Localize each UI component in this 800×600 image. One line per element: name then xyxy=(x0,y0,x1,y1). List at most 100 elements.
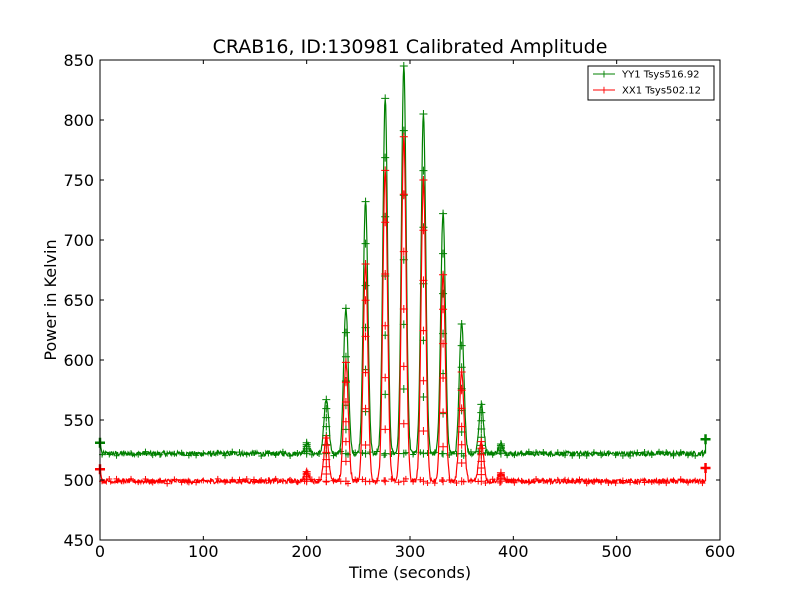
series-marker xyxy=(619,477,626,484)
series-marker xyxy=(308,451,315,458)
peak-marker xyxy=(341,437,350,446)
series-marker xyxy=(164,480,171,487)
peak-marker xyxy=(341,449,350,458)
x-tick-label: 200 xyxy=(291,542,322,561)
series-marker xyxy=(142,448,149,455)
peak-marker xyxy=(322,413,331,422)
peak-marker xyxy=(399,385,408,393)
series-marker xyxy=(605,479,612,486)
peak-marker xyxy=(477,437,486,446)
peak-marker xyxy=(439,477,448,486)
peak-marker xyxy=(361,260,370,268)
peak-marker xyxy=(322,422,331,431)
peak-marker xyxy=(457,440,466,449)
peak-marker xyxy=(381,270,390,278)
series-marker xyxy=(424,480,431,487)
series-marker xyxy=(439,477,446,484)
series-marker xyxy=(294,479,301,486)
series-marker xyxy=(533,449,540,456)
peak-marker xyxy=(322,434,331,442)
peak-marker xyxy=(457,368,466,376)
peak-marker xyxy=(322,448,331,457)
peak-marker xyxy=(361,281,370,290)
series-marker xyxy=(518,450,525,457)
peak-marker xyxy=(399,362,408,371)
series-marker xyxy=(583,452,590,459)
x-tick-label: 100 xyxy=(188,542,219,561)
series-marker xyxy=(431,480,438,487)
series-marker xyxy=(562,452,568,459)
series-marker xyxy=(424,450,431,457)
peak-marker xyxy=(381,390,390,399)
peak-marker xyxy=(341,358,350,367)
x-tick-label: 0 xyxy=(95,542,105,561)
series-marker xyxy=(656,448,663,455)
series-marker xyxy=(453,480,460,487)
series-marker xyxy=(265,477,272,484)
legend: + YY1 Tsys516.92 + XX1 Tsys502.12 xyxy=(587,65,715,101)
series-marker xyxy=(135,479,142,486)
series-marker xyxy=(193,479,200,486)
peak-marker xyxy=(361,332,370,341)
peak-marker xyxy=(361,368,370,377)
legend-marker-yy1: + xyxy=(599,68,608,81)
peak-marker xyxy=(457,341,466,350)
series-marker xyxy=(634,478,641,485)
series-marker xyxy=(222,478,229,485)
series-marker xyxy=(569,477,576,484)
peak-marker xyxy=(419,176,428,184)
series-marker xyxy=(352,449,359,456)
series-marker xyxy=(200,450,207,457)
peak-marker xyxy=(302,467,311,476)
series-marker xyxy=(511,479,518,486)
series-marker xyxy=(149,479,156,486)
peak-marker xyxy=(419,110,428,118)
series-marker xyxy=(598,479,605,486)
series-marker xyxy=(576,452,583,459)
peak-marker xyxy=(361,239,370,248)
series-marker xyxy=(207,478,214,485)
series-marker xyxy=(106,476,113,483)
series-marker xyxy=(605,450,612,457)
series-marker xyxy=(373,477,380,484)
series-marker xyxy=(106,451,113,458)
peak-marker xyxy=(439,329,448,338)
peak-marker xyxy=(361,323,370,332)
series-marker xyxy=(272,451,279,458)
peak-marker xyxy=(341,304,350,313)
series-marker xyxy=(330,452,337,459)
legend-box xyxy=(587,65,715,101)
peak-marker xyxy=(439,289,448,298)
series-marker xyxy=(684,479,691,486)
peak-marker xyxy=(419,427,428,435)
peak-marker xyxy=(419,376,428,385)
plot-area xyxy=(95,62,711,487)
peak-marker xyxy=(322,470,331,478)
series-marker xyxy=(641,449,648,456)
peak-marker xyxy=(322,404,331,413)
peak-marker xyxy=(457,459,466,467)
series-marker xyxy=(316,476,323,483)
series-marker xyxy=(243,451,250,458)
peak-marker xyxy=(361,449,370,458)
series-marker xyxy=(554,476,561,483)
series-marker xyxy=(576,476,583,483)
series-marker xyxy=(316,450,323,457)
y-tick-label: 550 xyxy=(63,411,94,430)
y-tick-label: 850 xyxy=(63,51,94,70)
series-marker xyxy=(214,449,221,456)
series-marker xyxy=(388,450,395,457)
series-marker xyxy=(467,477,474,484)
series-marker xyxy=(677,449,684,456)
peak-marker xyxy=(419,276,428,285)
series-marker xyxy=(619,452,626,459)
peak-marker xyxy=(457,449,466,458)
series-marker xyxy=(185,479,192,486)
peak-marker xyxy=(457,422,466,431)
series-marker xyxy=(265,450,272,457)
series-marker xyxy=(590,479,597,486)
series-marker xyxy=(410,478,417,485)
series-marker xyxy=(670,477,677,484)
peak-marker xyxy=(302,438,311,447)
